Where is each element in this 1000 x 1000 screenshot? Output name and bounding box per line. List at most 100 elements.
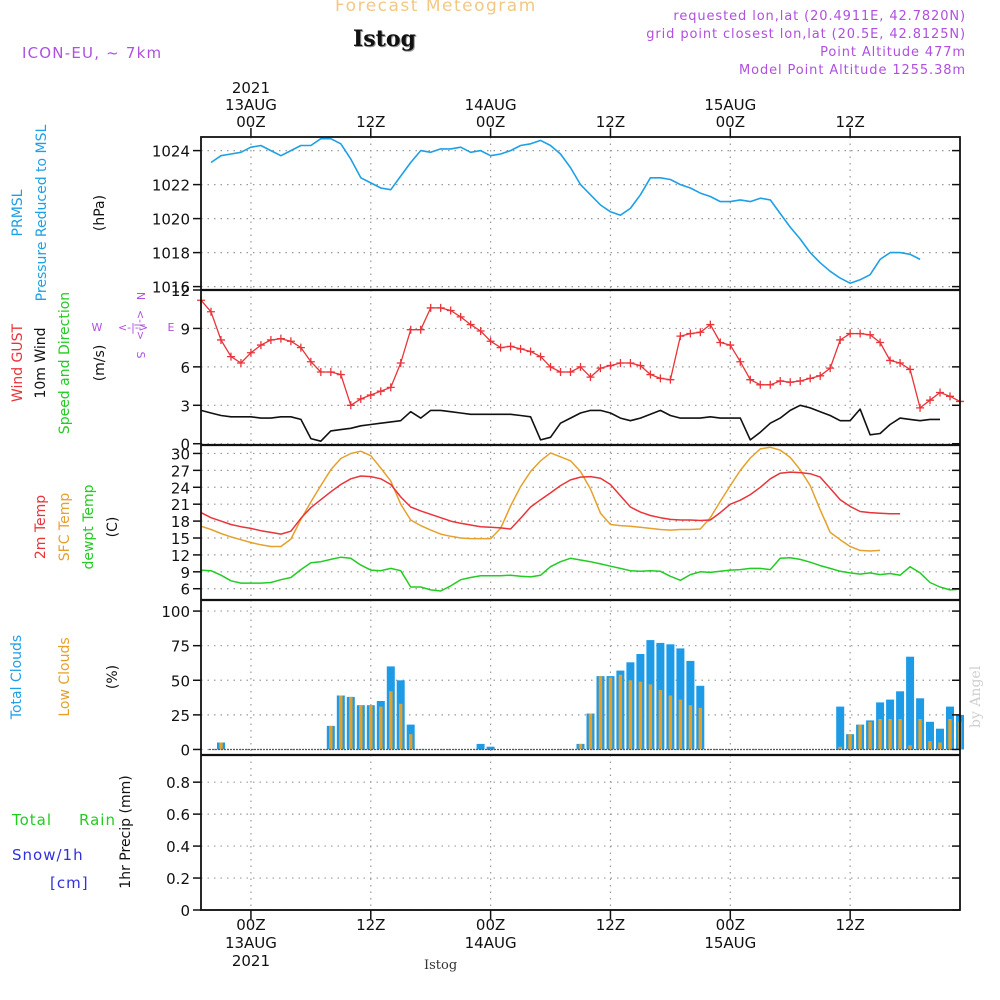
precip-legend-snow: Snow/1h: [12, 846, 84, 864]
model-label: ICON-EU, ~ 7km: [22, 44, 163, 62]
low-cloud-bar: [219, 742, 223, 750]
pressure-line: [210, 137, 921, 285]
total-cloud-bar: [936, 728, 944, 750]
gust-marker: [426, 303, 435, 312]
gust-marker: [736, 357, 745, 366]
gust-marker: [256, 341, 265, 350]
gust-marker: [846, 329, 855, 338]
pressure-tick-label: 1022: [152, 177, 190, 195]
gust-marker: [276, 334, 285, 343]
gust-marker: [226, 352, 235, 361]
gust-marker: [306, 357, 315, 366]
gust-marker: [536, 352, 545, 361]
temp-tick-label: 21: [171, 496, 190, 514]
time-tick-label-bottom: 12Z: [835, 916, 864, 934]
gust-marker: [786, 378, 795, 387]
clouds-label-1: Low Clouds: [57, 637, 73, 716]
clouds-tick-label: 25: [171, 707, 190, 725]
gust-marker: [686, 329, 695, 338]
temp-tick-label: 18: [171, 513, 190, 531]
gust-marker: [486, 337, 495, 346]
compass-v: <-|->: [134, 310, 147, 340]
low-cloud-bar: [878, 719, 882, 750]
time-tick-label-bottom: 00Z: [716, 916, 745, 934]
gust-marker: [806, 374, 815, 383]
low-cloud-bar: [928, 741, 932, 750]
text-layer: 1016101810201022102403691269121518212427…: [9, 79, 865, 970]
clouds-tick-label: 100: [161, 603, 190, 621]
gust-marker: [526, 347, 535, 356]
plot-frame: [200, 136, 961, 911]
gust-marker: [866, 330, 875, 339]
time-tick-label-top: 12Z: [596, 113, 625, 131]
gust-marker: [576, 362, 585, 371]
gust-marker: [926, 396, 935, 405]
low-cloud-bar: [369, 705, 373, 750]
gust-marker: [896, 359, 905, 368]
date-label-top: 15AUG: [704, 96, 756, 114]
low-cloud-bar: [868, 721, 872, 750]
low-cloud-bar: [409, 734, 413, 750]
gust-marker: [606, 361, 615, 370]
pressure-tick-label: 1020: [152, 211, 190, 229]
gust-marker: [246, 348, 255, 357]
temp-tick-label: 9: [180, 564, 190, 582]
total-cloud-bar: [926, 721, 934, 750]
gust-marker: [646, 370, 655, 379]
low-cloud-bar: [488, 749, 493, 750]
precip-legend-total: Total: [11, 811, 52, 829]
wind-tick-label: 12: [171, 282, 190, 300]
gust-marker: [816, 371, 825, 380]
gust-marker: [326, 367, 335, 376]
wind-tick-label: 3: [180, 397, 190, 415]
dewpt-line: [200, 556, 961, 592]
date-label-top: 13AUG: [225, 96, 277, 114]
precip-tick-label: 0.8: [166, 774, 190, 792]
low-cloud-bar: [698, 707, 702, 750]
total-cloud-bar: [486, 746, 495, 750]
gust-marker: [906, 365, 915, 374]
pressure-tick-label: 1018: [152, 245, 190, 263]
total-cloud-bar: [906, 656, 915, 750]
gust-marker: [236, 359, 245, 368]
gust-marker: [596, 364, 605, 373]
gust-marker: [316, 367, 325, 376]
low-cloud-bar: [678, 699, 683, 750]
low-cloud-bar: [898, 719, 902, 750]
watermark: by Angel: [968, 665, 984, 728]
chart-title: Forecast Meteogram: [335, 0, 537, 16]
date-label-top: 14AUG: [465, 96, 517, 114]
wind-label-2: Speed and Direction: [57, 292, 73, 434]
gust-marker: [566, 367, 575, 376]
compass-w: W: [92, 321, 103, 334]
gust-marker: [476, 326, 485, 335]
gridpoint-coords: grid point closest lon,lat (20.5E, 42.81…: [646, 27, 966, 42]
clouds-tick-label: 50: [171, 672, 190, 690]
gust-marker: [216, 335, 225, 344]
wind-tick-label: 9: [180, 320, 190, 338]
temperature-label-0: 2m Temp: [33, 495, 49, 559]
gust-marker: [516, 344, 525, 353]
time-tick-label-top: 00Z: [716, 113, 745, 131]
low-cloud-bar: [638, 681, 643, 750]
low-cloud-bar: [618, 674, 623, 750]
gust-marker: [756, 380, 765, 389]
gust-marker: [676, 332, 685, 341]
gust-marker: [796, 376, 805, 385]
gust-marker: [936, 388, 945, 397]
gust-marker: [556, 367, 565, 376]
precip-unit: 1hr Precip (mm): [118, 775, 134, 888]
temperature-unit: (C): [105, 517, 121, 538]
date-label-bottom: 14AUG: [465, 934, 517, 952]
gust-marker: [366, 391, 375, 400]
temp-tick-label: 12: [171, 547, 190, 565]
low-cloud-bar: [389, 691, 393, 750]
time-tick-label-top: 12Z: [356, 113, 385, 131]
gust-marker: [546, 362, 555, 371]
gust-marker: [586, 373, 595, 382]
low-cloud-bar: [359, 705, 363, 750]
gust-marker: [746, 375, 755, 384]
year-label-top: 2021: [232, 79, 270, 97]
gust-marker: [836, 335, 845, 344]
